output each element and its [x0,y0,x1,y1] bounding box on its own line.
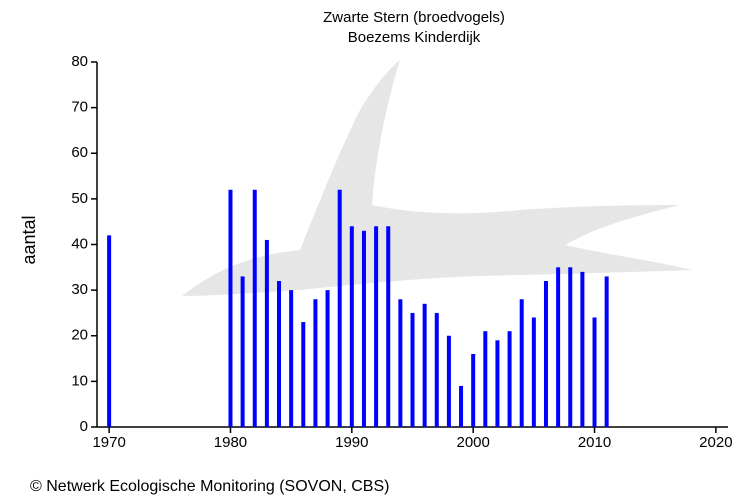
bar [532,318,536,428]
x-tick-label: 2020 [699,434,732,451]
y-tick-label: 20 [71,327,88,344]
bar [253,190,257,427]
y-tick-label: 50 [71,190,88,207]
y-tick-label: 10 [71,372,88,389]
bar [568,267,572,427]
y-tick-label: 60 [71,144,88,161]
bar [435,313,439,427]
background-bird [182,60,692,296]
bar [520,299,524,427]
bar [495,340,499,427]
bar [386,226,390,427]
y-axis-label: aantal [19,215,39,264]
footer: © Netwerk Ecologische Monitoring (SOVON,… [30,478,389,495]
bar [326,290,330,427]
bar [471,354,475,427]
bar [107,235,111,427]
bar [459,386,463,427]
bar [228,190,232,427]
bar [423,304,427,427]
bar [374,226,378,427]
bar [580,272,584,427]
chart-title: Zwarte Stern (broedvogels) [323,9,505,26]
bar [605,276,609,427]
bar [265,240,269,427]
bar [301,322,305,427]
x-tick-label: 2010 [578,434,611,451]
bar [289,290,293,427]
bar [544,281,548,427]
y-tick-label: 80 [71,53,88,70]
bar [556,267,560,427]
bar [241,276,245,427]
x-tick-label: 1990 [335,434,368,451]
chart-subtitle: Boezems Kinderdijk [348,29,481,46]
y-tick-label: 30 [71,281,88,298]
x-tick-label: 2000 [456,434,489,451]
chart: Zwarte Stern (broedvogels) Boezems Kinde… [0,0,744,499]
bar [277,281,281,427]
bar [447,336,451,427]
bar [313,299,317,427]
bar [398,299,402,427]
bar [338,190,342,427]
bar [350,226,354,427]
y-tick-label: 0 [80,418,88,435]
bar [362,231,366,427]
bar [483,331,487,427]
bar [593,318,597,428]
x-tick-label: 1980 [214,434,247,451]
y-tick-label: 40 [71,235,88,252]
bar [411,313,415,427]
bar [508,331,512,427]
x-tick-label: 1970 [92,434,125,451]
y-tick-label: 70 [71,99,88,116]
